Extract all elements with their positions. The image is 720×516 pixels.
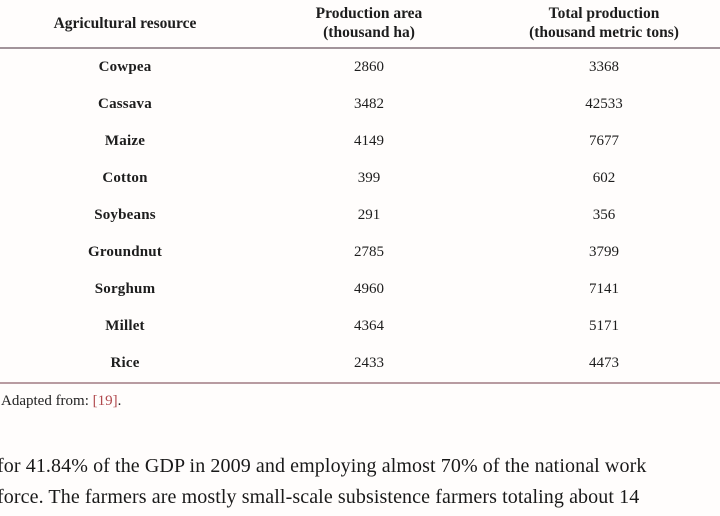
agricultural-table: Agricultural resource Production area (t… bbox=[0, 0, 720, 382]
cell-resource: Rice bbox=[110, 355, 140, 371]
cell-resource: Groundnut bbox=[87, 244, 163, 260]
cell-area: 2433 bbox=[354, 355, 384, 371]
body-paragraph: for 41.84% of the GDP in 2009 and employ… bbox=[0, 451, 720, 513]
cell-resource: Maize bbox=[104, 133, 146, 149]
cell-area: 4149 bbox=[354, 133, 384, 149]
col-header-area: Production area (thousand ha) bbox=[250, 0, 488, 49]
paragraph-line-1: for 41.84% of the GDP in 2009 and employ… bbox=[0, 455, 647, 477]
col-header-production: Total production (thousand metric tons) bbox=[488, 0, 720, 49]
cell-resource: Cassava bbox=[98, 96, 152, 112]
caption-prefix: Adapted from: bbox=[1, 393, 93, 409]
cell-resource: Cotton bbox=[102, 170, 148, 186]
cell-resource: Cowpea bbox=[98, 59, 152, 75]
table-header-row: Agricultural resource Production area (t… bbox=[0, 0, 720, 49]
cell-production: 5171 bbox=[589, 318, 619, 334]
col-header-resource: Agricultural resource bbox=[0, 0, 250, 49]
cell-resource: Millet bbox=[105, 318, 145, 334]
cell-production: 3368 bbox=[589, 59, 619, 75]
col-header-area-line1: Production area bbox=[315, 5, 423, 22]
cell-area: 3482 bbox=[354, 96, 384, 112]
cell-production: 3799 bbox=[589, 244, 619, 260]
cell-production: 356 bbox=[592, 207, 616, 223]
col-header-production-line2: (thousand metric tons) bbox=[529, 24, 679, 41]
table-row: Cowpea 2860 3368 bbox=[0, 48, 720, 86]
table-body: Cowpea 2860 3368 Cassava 3482 42533 Maize 4149 7… bbox=[0, 48, 720, 382]
table-caption: Adapted from: [19]. bbox=[0, 392, 720, 411]
paragraph-line-2: force. The farmers are mostly small-scal… bbox=[0, 486, 640, 508]
table-row: Rice 2433 4473 bbox=[0, 345, 720, 382]
table-row: Cotton 399 602 bbox=[0, 160, 720, 197]
table-row: Maize 4149 7677 bbox=[0, 123, 720, 160]
cell-area: 4960 bbox=[354, 281, 384, 297]
caption-period: . bbox=[117, 393, 122, 409]
col-header-resource-label: Agricultural resource bbox=[53, 14, 197, 32]
table-row: Groundnut 2785 3799 bbox=[0, 234, 720, 271]
table-row: Soybeans 291 356 bbox=[0, 197, 720, 234]
table-row: Cassava 3482 42533 bbox=[0, 86, 720, 123]
col-header-production-line1: Total production bbox=[548, 5, 660, 22]
cell-production: 7677 bbox=[589, 133, 619, 149]
cell-area: 4364 bbox=[354, 318, 384, 334]
col-header-area-line2: (thousand ha) bbox=[323, 24, 415, 41]
cell-production: 42533 bbox=[585, 96, 623, 112]
cell-area: 2860 bbox=[354, 59, 384, 75]
cell-production: 7141 bbox=[589, 281, 619, 297]
cell-area: 291 bbox=[357, 207, 381, 223]
cell-area: 399 bbox=[357, 170, 381, 186]
cell-production: 4473 bbox=[589, 355, 619, 371]
table-row: Sorghum 4960 7141 bbox=[0, 271, 720, 308]
table-row: Millet 4364 5171 bbox=[0, 308, 720, 345]
cell-production: 602 bbox=[592, 170, 616, 186]
cell-resource: Sorghum bbox=[94, 281, 156, 297]
cell-resource: Soybeans bbox=[94, 207, 156, 223]
cell-area: 2785 bbox=[354, 244, 384, 260]
agricultural-table-wrap: Agricultural resource Production area (t… bbox=[0, 0, 720, 384]
reference-link[interactable]: [19] bbox=[92, 393, 118, 409]
